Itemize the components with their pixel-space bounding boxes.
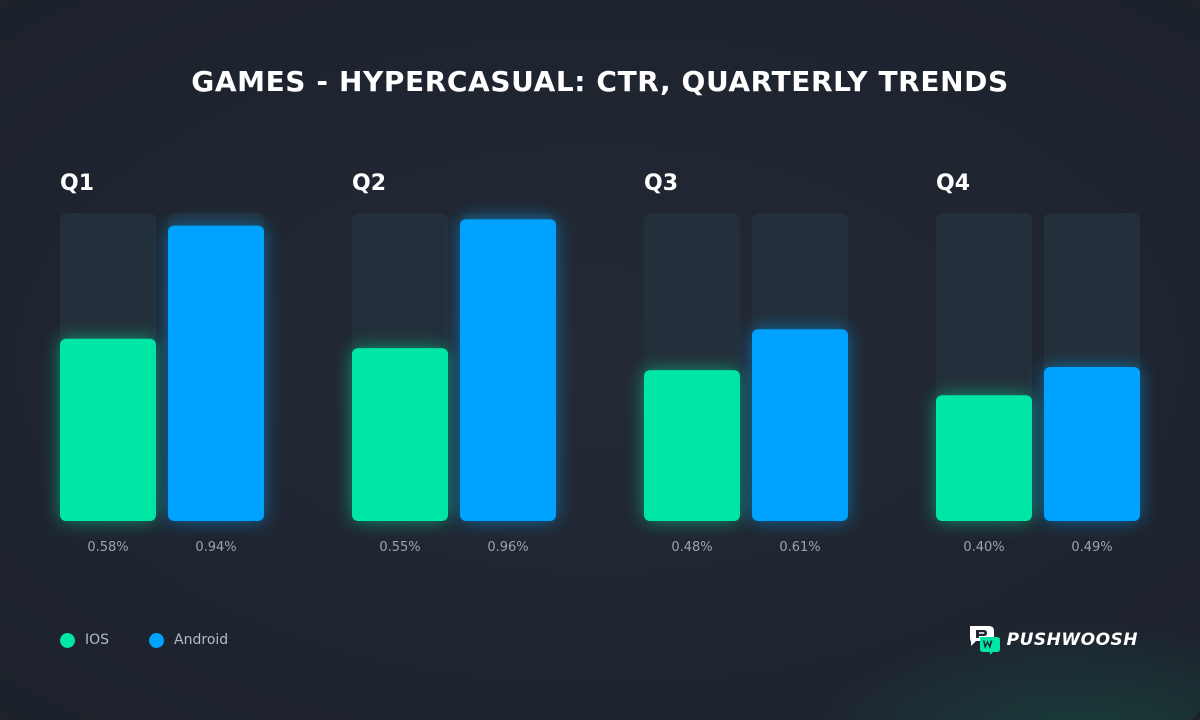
legend-item-ios: IOS: [60, 629, 109, 651]
value-label-q1-android: 0.94%: [195, 540, 236, 555]
legend-label-ios: IOS: [85, 632, 110, 648]
legend-label-android: Android: [174, 632, 229, 648]
value-label-q2-android: 0.96%: [487, 540, 528, 555]
bar-q2-ios: [352, 348, 448, 521]
value-label-q4-ios: 0.40%: [963, 540, 1004, 555]
bar-q3-android: [752, 329, 848, 521]
value-label-q4-android: 0.49%: [1071, 540, 1112, 555]
bar-q1-ios: [60, 338, 156, 521]
bar-q4-ios: [936, 395, 1032, 521]
brand-logo: PUSHWOOSH: [967, 624, 1138, 656]
bars-layer: Q1 0.58% 0.94% Q2 0.55% 0.96% Q3 0.48% 0.61% Q4 0.…: [60, 171, 1140, 555]
category-label-q2: Q2: [352, 171, 386, 196]
category-label-q3: Q3: [644, 171, 678, 196]
category-label-q1: Q1: [60, 171, 94, 196]
value-label-q3-ios: 0.48%: [671, 540, 712, 555]
value-label-q2-ios: 0.55%: [379, 540, 420, 555]
chart-legend: IOS Android: [60, 629, 268, 651]
bar-q1-android: [168, 225, 264, 522]
legend-swatch-ios: [60, 632, 75, 648]
value-label-q3-android: 0.61%: [779, 540, 820, 555]
legend-item-android: Android: [149, 629, 228, 651]
category-label-q4: Q4: [936, 171, 970, 196]
bar-q3-ios: [644, 370, 740, 521]
pushwoosh-logo-icon: [969, 626, 1000, 655]
bar-q2-android: [460, 219, 556, 522]
brand-name: PUSHWOOSH: [1006, 630, 1138, 650]
value-label-q1-ios: 0.58%: [87, 540, 128, 555]
chart-title: GAMES - HYPERCASUAL: CTR, QUARTERLY TREN…: [191, 65, 1009, 98]
bar-q4-android: [1044, 367, 1140, 521]
legend-swatch-android: [149, 632, 165, 648]
